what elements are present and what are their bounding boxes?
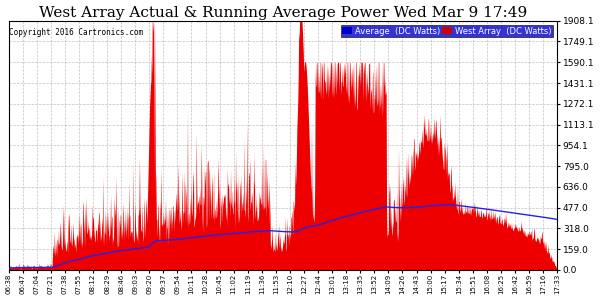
Text: Copyright 2016 Cartronics.com: Copyright 2016 Cartronics.com <box>9 28 143 37</box>
Title: West Array Actual & Running Average Power Wed Mar 9 17:49: West Array Actual & Running Average Powe… <box>39 6 527 20</box>
Legend: Average  (DC Watts), West Array  (DC Watts): Average (DC Watts), West Array (DC Watts… <box>341 25 553 37</box>
